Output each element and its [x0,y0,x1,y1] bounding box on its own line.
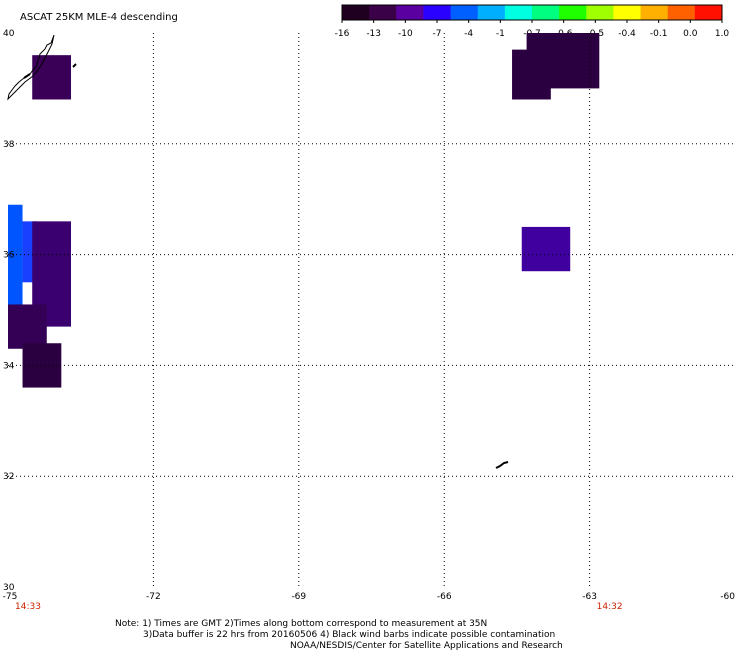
data-cells [8,33,600,388]
latitude-label: 30 [3,583,15,593]
latitude-label: 40 [3,29,15,39]
latitude-label: 36 [3,251,15,261]
colorbar-swatch [504,5,533,20]
colorbar-swatch [477,5,506,20]
colorbar-swatch [532,5,560,20]
colorbar-label: -13 [366,29,381,39]
latitude-label: 34 [3,361,15,371]
note-line-1: Note: 1) Times are GMT 2)Times along bot… [115,619,487,629]
colorbar-label: -1 [496,29,505,39]
data-cell [8,204,23,310]
longitude-labels: -75 -72 -69 -66 -63 -60 [3,592,736,602]
latitude-label: 38 [3,140,15,150]
colorbar-swatch [613,5,642,20]
colorbar-swatch [423,5,452,20]
colorbar [341,4,723,21]
note-line-2: 3)Data buffer is 22 hrs from 20160506 4)… [143,630,555,640]
wind-barb [23,63,77,79]
latitude-labels: 40 38 36 34 32 30 [3,29,15,593]
colorbar-label: -0.1 [650,29,668,39]
colorbar-swatch [396,5,424,20]
colorbar-swatch [342,5,370,20]
data-cell [8,304,47,349]
pass-time-label: 14:32 [597,602,623,612]
colorbar-swatch [667,5,696,20]
coastline [7,34,55,101]
colorbar-label: -4 [464,29,473,39]
map-title: ASCAT 25KM MLE-4 descending [20,12,178,23]
graticule [8,33,735,587]
data-cell [32,55,72,100]
longitude-label: -66 [437,592,452,602]
colorbar-swatch [369,5,397,20]
longitude-label: -69 [291,592,306,602]
colorbar-label: -0.4 [618,29,636,39]
colorbar-label: -10 [398,29,413,39]
longitude-label: -72 [146,592,161,602]
pass-time-label: 14:33 [15,602,41,612]
longitude-label: -63 [582,592,597,602]
wind-barb [495,461,509,469]
latitude-label: 32 [3,472,14,482]
colorbar-label: -16 [335,29,350,39]
colorbar-swatch [586,5,614,20]
colorbar-label: -7 [433,29,442,39]
colorbar-label: 0.0 [683,29,698,39]
colorbar-swatch [640,5,669,20]
time-labels: 14:33 14:32 [15,602,623,612]
data-cell [521,226,571,272]
data-cell [526,33,600,89]
note-line-3: NOAA/NESDIS/Center for Satellite Applica… [290,641,563,650]
colorbar-swatch [559,5,587,20]
data-cell [22,343,62,388]
colorbar-swatch [450,5,479,20]
colorbar-swatch [694,5,723,20]
longitude-label: -75 [3,592,18,602]
longitude-label: -60 [720,592,735,602]
colorbar-label: 1.0 [715,29,730,39]
